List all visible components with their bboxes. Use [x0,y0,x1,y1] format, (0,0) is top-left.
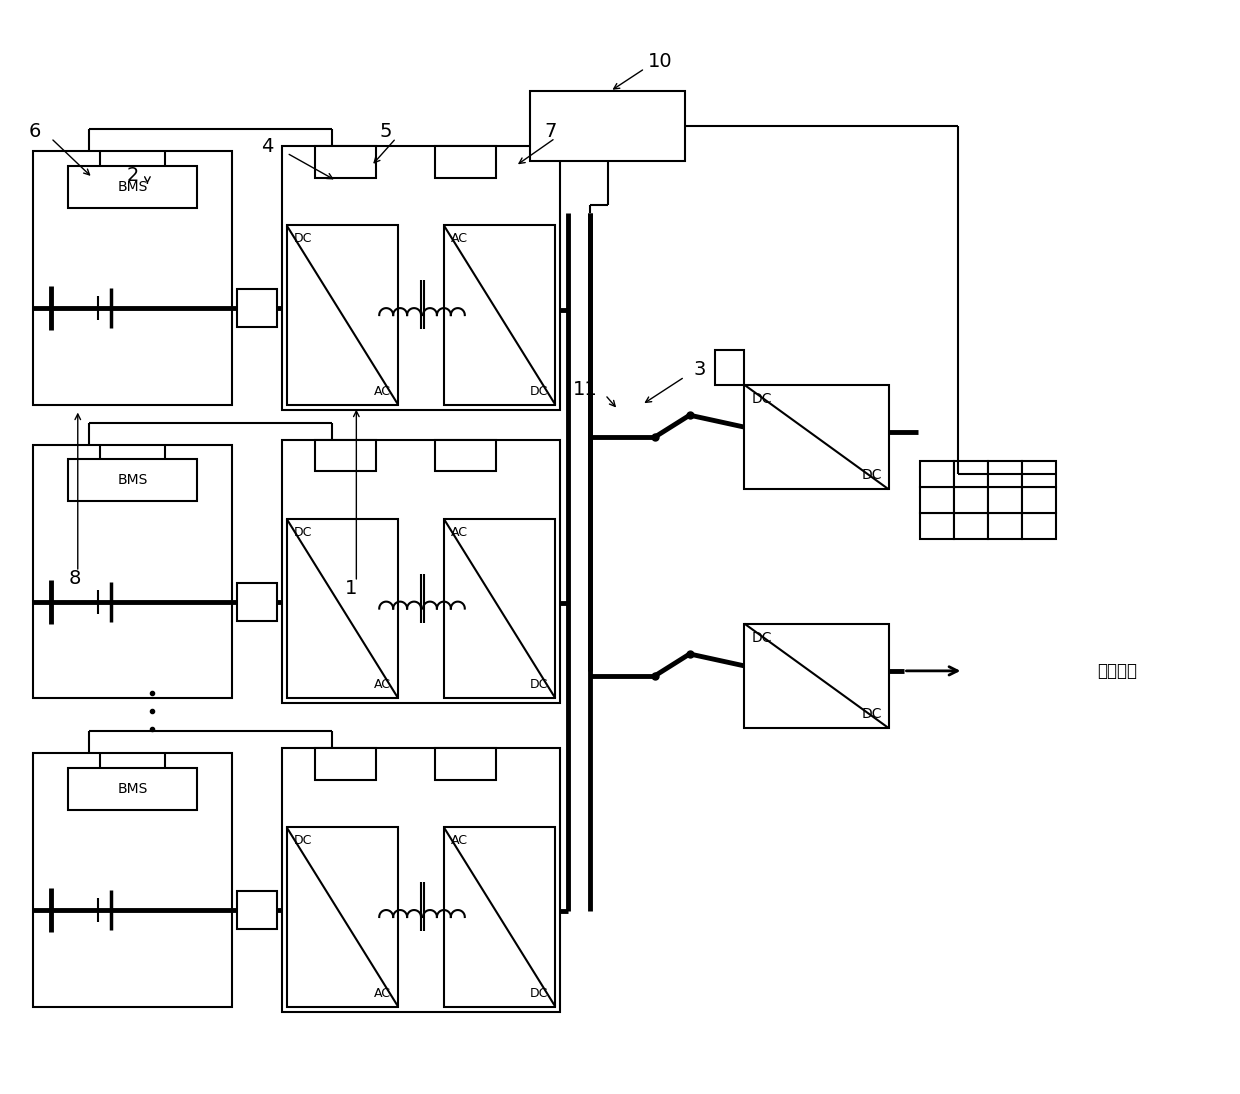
Text: 8: 8 [68,569,81,589]
Text: AC: AC [451,835,467,848]
Text: DC: DC [861,468,882,482]
Text: BMS: BMS [118,474,148,487]
Bar [988,462,1022,487]
Text: 1: 1 [345,580,357,598]
Bar [435,748,496,780]
Bar [444,225,556,405]
Text: 6: 6 [29,121,41,141]
Bar [920,462,955,487]
Bar [33,753,232,1006]
Bar [237,892,277,929]
Bar [744,624,889,729]
Bar [68,459,197,501]
Bar [237,583,277,620]
Text: DC: DC [529,987,548,1000]
Bar [315,146,377,178]
Text: 10: 10 [647,53,672,71]
Text: 2: 2 [126,166,139,185]
Text: AC: AC [374,385,391,398]
Bar [33,151,232,405]
Bar [744,385,889,489]
Text: DC: DC [751,392,771,406]
Text: BMS: BMS [118,782,148,795]
Bar [1022,513,1055,539]
Bar [531,91,684,161]
Bar [714,350,744,385]
Text: AC: AC [451,526,467,539]
Text: 7: 7 [544,121,557,141]
Bar [68,768,197,810]
Bar [920,513,955,539]
Bar [286,827,398,1006]
Text: BMS: BMS [118,179,148,194]
Text: 电动汽车: 电动汽车 [1097,662,1137,679]
Text: AC: AC [451,232,467,245]
Bar [955,513,988,539]
Text: 4: 4 [260,137,273,155]
Bar [444,827,556,1006]
Bar [286,225,398,405]
Text: DC: DC [294,232,312,245]
Text: AC: AC [374,987,391,1000]
Bar [281,440,560,703]
Text: 5: 5 [379,121,392,141]
Bar [1022,487,1055,513]
Bar [315,440,377,472]
Bar [955,462,988,487]
Bar [315,748,377,780]
Bar [988,513,1022,539]
Text: DC: DC [861,707,882,721]
Text: 11: 11 [573,381,598,399]
Bar [33,444,232,698]
Text: 3: 3 [693,360,706,380]
Bar [435,440,496,472]
Bar [988,487,1022,513]
Text: DC: DC [751,630,771,644]
Bar [1022,462,1055,487]
Bar [281,748,560,1012]
Bar [286,519,398,698]
Text: DC: DC [294,526,312,539]
Bar [955,487,988,513]
Bar [444,519,556,698]
Bar [920,487,955,513]
Text: DC: DC [529,385,548,398]
Bar [237,290,277,327]
Bar [435,146,496,178]
Bar [281,146,560,409]
Text: DC: DC [294,835,312,848]
Text: DC: DC [529,678,548,691]
Bar [68,166,197,208]
Text: AC: AC [374,678,391,691]
